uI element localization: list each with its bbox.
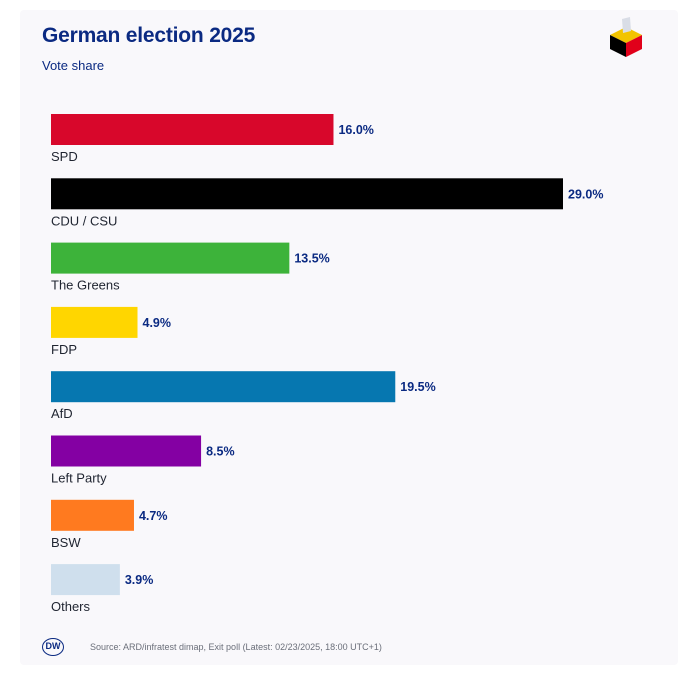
value-label-cdu-csu: 29.0% xyxy=(568,187,603,201)
value-label-spd: 16.0% xyxy=(338,123,373,137)
bar-spd xyxy=(51,114,334,145)
bar-left-party xyxy=(51,435,202,467)
category-label-the-greens: The Greens xyxy=(51,278,120,293)
value-label-afd: 19.5% xyxy=(400,380,435,394)
bar-fdp xyxy=(51,306,138,338)
value-label-bsw: 4.7% xyxy=(139,509,168,523)
bar-afd xyxy=(51,371,396,403)
value-label-left-party: 8.5% xyxy=(206,445,235,459)
bar-cdu-csu xyxy=(51,178,563,210)
dw-logo-icon: DW xyxy=(42,638,64,656)
chart-subtitle: Vote share xyxy=(42,58,105,73)
source-note: Source: ARD/infratest dimap, Exit poll (… xyxy=(90,642,382,652)
category-label-fdp: FDP xyxy=(51,342,77,357)
category-label-cdu-csu: CDU / CSU xyxy=(51,213,117,228)
value-label-fdp: 4.9% xyxy=(143,316,172,330)
category-label-bsw: BSW xyxy=(51,535,81,550)
bar-others xyxy=(51,564,120,596)
category-label-others: Others xyxy=(51,599,91,614)
bar-bsw xyxy=(51,499,134,531)
category-label-afd: AfD xyxy=(51,406,73,421)
chart-title: German election 2025 xyxy=(42,24,256,47)
category-label-left-party: Left Party xyxy=(51,471,107,486)
bar-the-greens xyxy=(51,242,290,274)
ballot-box-logo-icon xyxy=(610,17,642,57)
category-label-spd: SPD xyxy=(51,149,78,164)
value-label-others: 3.9% xyxy=(125,573,153,587)
value-label-the-greens: 13.5% xyxy=(294,252,329,266)
